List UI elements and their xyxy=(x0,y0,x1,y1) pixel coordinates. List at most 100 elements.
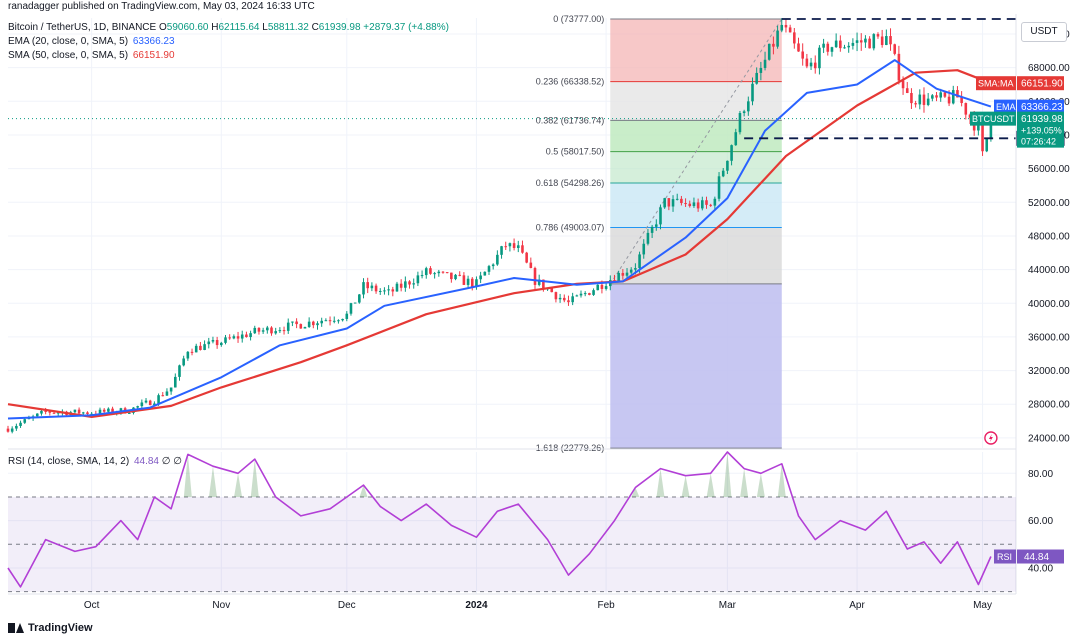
candle-body xyxy=(918,94,922,105)
candle-body xyxy=(19,422,22,426)
candle-body xyxy=(571,296,574,303)
candle-body xyxy=(282,330,286,332)
candle-body xyxy=(809,62,813,67)
candle-body xyxy=(228,337,231,339)
price-tick-label: 68000.00 xyxy=(1028,63,1070,74)
candle-body xyxy=(943,92,947,97)
candle-body xyxy=(516,245,520,248)
candle-body xyxy=(224,337,227,343)
rsi-value: 44.84 xyxy=(133,456,159,467)
rsi-legend[interactable]: RSI (14, close, SMA, 14, 2) 44.84 ∅ ∅ xyxy=(8,456,182,468)
candle-body xyxy=(404,281,407,288)
candle-body xyxy=(977,124,980,131)
open-label: O xyxy=(158,22,167,33)
candle-body xyxy=(462,275,466,285)
tradingview-logo-icon xyxy=(8,623,24,633)
candle-body xyxy=(165,391,169,396)
candle-body xyxy=(529,262,533,269)
candle-body xyxy=(40,410,43,414)
symbol-legend[interactable]: Bitcoin / TetherUS, 1D, BINANCE O59060.6… xyxy=(8,22,449,34)
candle-body xyxy=(395,283,399,292)
candle-body xyxy=(303,327,307,329)
ema-legend[interactable]: EMA (20, close, 0, SMA, 5) 63366.23 xyxy=(8,36,175,48)
fib-level-label: 1.618 (22779.26) xyxy=(536,443,605,453)
candle-body xyxy=(358,294,361,303)
candle-body xyxy=(374,285,378,292)
candle-body xyxy=(399,283,403,288)
candle-body xyxy=(621,273,625,276)
candle-body xyxy=(951,90,955,104)
candle-body xyxy=(922,94,926,105)
candle-body xyxy=(194,345,198,353)
candle-body xyxy=(721,170,725,177)
candle-body xyxy=(286,322,290,331)
candle-body xyxy=(910,93,913,104)
candle-body xyxy=(617,273,620,282)
candle-body xyxy=(784,24,788,28)
price-tick-label: 28000.00 xyxy=(1028,400,1070,411)
candle-body xyxy=(324,320,328,322)
time-tick-label: Dec xyxy=(338,600,356,611)
candle-body xyxy=(445,272,449,274)
candle-body xyxy=(667,198,671,207)
candle-body xyxy=(684,203,687,205)
candle-body xyxy=(981,124,984,152)
fib-trend-line xyxy=(609,18,783,285)
rsi-tick-label: 40.00 xyxy=(1028,563,1053,574)
candle-body xyxy=(102,409,106,412)
fib-level-label: 0.618 (54298.26) xyxy=(536,178,605,188)
candle-body xyxy=(466,278,470,285)
rsi-na-values: ∅ ∅ xyxy=(161,456,182,467)
candle-body xyxy=(583,293,587,295)
candle-body xyxy=(839,40,842,49)
candle-body xyxy=(537,279,541,285)
candle-body xyxy=(169,387,173,392)
candle-body xyxy=(257,327,261,332)
candle-body xyxy=(320,320,323,324)
rsi-tick-label: 80.00 xyxy=(1028,469,1053,480)
sma-legend[interactable]: SMA (50, close, 0, SMA, 5) 66151.90 xyxy=(8,50,175,62)
candle-body xyxy=(797,43,800,52)
last-price-box xyxy=(1017,111,1064,148)
candle-body xyxy=(885,36,888,46)
candle-body xyxy=(249,333,252,338)
time-tick-label: May xyxy=(973,600,992,611)
candle-body xyxy=(341,318,344,321)
high-value: 62115.64 xyxy=(218,22,260,33)
candle-body xyxy=(483,271,487,276)
ema-price-value: 63366.23 xyxy=(1021,102,1063,113)
candle-body xyxy=(487,266,491,272)
candle-body xyxy=(182,358,185,366)
candle-body xyxy=(266,327,269,331)
candle-body xyxy=(818,47,821,69)
candle-body xyxy=(550,288,554,293)
candle-body xyxy=(671,199,675,207)
symbol-name: Bitcoin / TetherUS, 1D, BINANCE xyxy=(8,22,157,33)
currency-button[interactable]: USDT xyxy=(1021,22,1067,42)
candle-body xyxy=(826,43,830,52)
rsi-tag-name: RSI xyxy=(997,552,1012,562)
candle-body xyxy=(153,403,156,406)
candle-body xyxy=(730,145,733,161)
candle-body xyxy=(759,67,763,73)
sma-tag xyxy=(976,76,1016,91)
time-tick-label: Nov xyxy=(212,600,230,611)
candle-body xyxy=(579,293,583,296)
candle-body xyxy=(44,410,47,412)
candle-body xyxy=(738,113,742,133)
candle-body xyxy=(500,246,503,255)
candle-body xyxy=(864,38,867,43)
candle-body xyxy=(211,339,215,342)
candle-body xyxy=(362,282,365,295)
candle-body xyxy=(328,320,332,322)
candle-body xyxy=(6,428,10,432)
candle-body xyxy=(458,274,462,276)
candle-body xyxy=(23,419,27,423)
bar-countdown: 07:26:42 xyxy=(1021,137,1056,147)
candle-body xyxy=(542,279,545,290)
candle-body xyxy=(663,198,666,208)
ema-label: EMA (20, close, 0, SMA, 5) xyxy=(8,36,129,47)
candle-body xyxy=(880,36,884,46)
